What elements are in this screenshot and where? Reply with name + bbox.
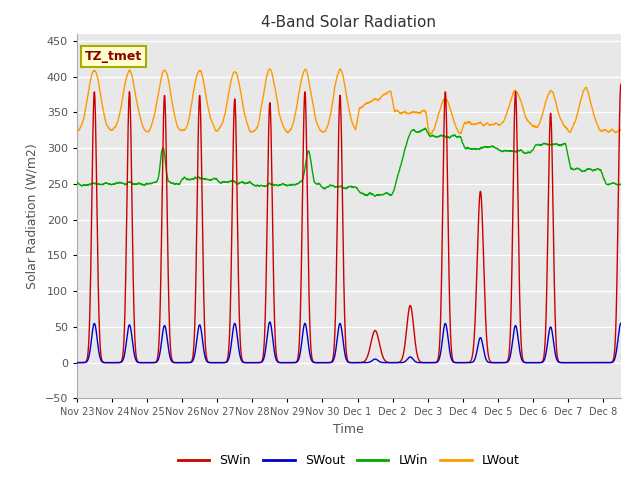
Y-axis label: Solar Radiation (W/m2): Solar Radiation (W/m2) — [26, 143, 39, 289]
Text: TZ_tmet: TZ_tmet — [85, 50, 142, 63]
X-axis label: Time: Time — [333, 423, 364, 436]
Title: 4-Band Solar Radiation: 4-Band Solar Radiation — [261, 15, 436, 30]
Legend: SWin, SWout, LWin, LWout: SWin, SWout, LWin, LWout — [173, 449, 524, 472]
